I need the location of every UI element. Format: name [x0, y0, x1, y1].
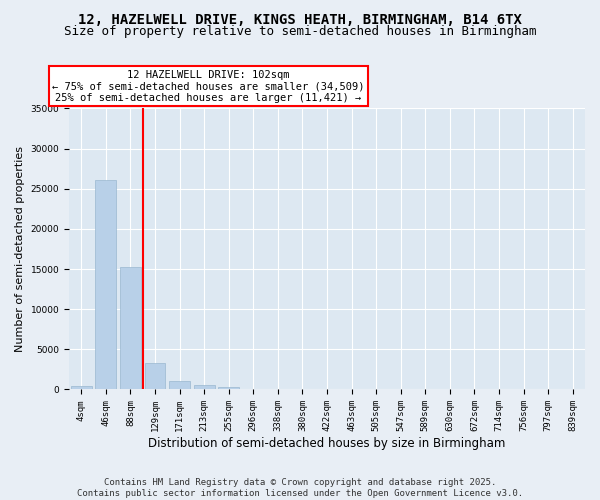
Text: Size of property relative to semi-detached houses in Birmingham: Size of property relative to semi-detach… — [64, 25, 536, 38]
Bar — [169, 381, 190, 390]
X-axis label: Distribution of semi-detached houses by size in Birmingham: Distribution of semi-detached houses by … — [148, 437, 506, 450]
Y-axis label: Number of semi-detached properties: Number of semi-detached properties — [15, 146, 25, 352]
Bar — [120, 268, 141, 390]
Bar — [194, 386, 215, 390]
Bar — [71, 386, 92, 390]
Text: 12 HAZELWELL DRIVE: 102sqm
← 75% of semi-detached houses are smaller (34,509)
25: 12 HAZELWELL DRIVE: 102sqm ← 75% of semi… — [52, 70, 365, 103]
Text: 12, HAZELWELL DRIVE, KINGS HEATH, BIRMINGHAM, B14 6TX: 12, HAZELWELL DRIVE, KINGS HEATH, BIRMIN… — [78, 12, 522, 26]
Bar — [95, 180, 116, 390]
Bar — [218, 388, 239, 390]
Bar — [145, 363, 166, 390]
Text: Contains HM Land Registry data © Crown copyright and database right 2025.
Contai: Contains HM Land Registry data © Crown c… — [77, 478, 523, 498]
